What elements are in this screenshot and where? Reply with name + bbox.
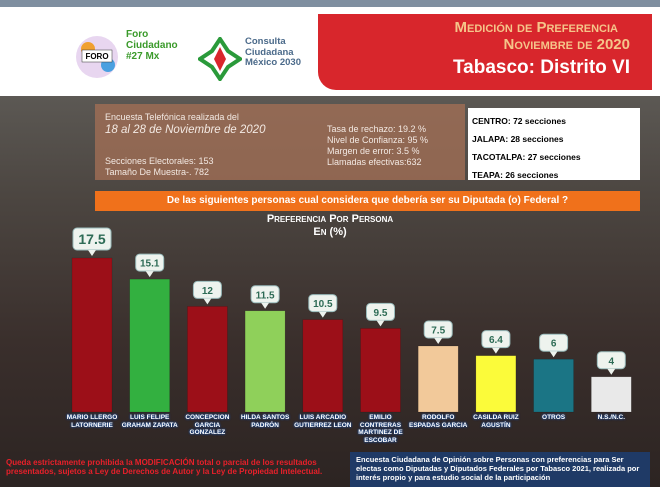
value-label: 15.1 — [140, 259, 160, 270]
logo-text: Foro Ciudadano #27 Mx — [126, 29, 178, 62]
bar — [417, 345, 459, 413]
text: Nivel de Confianza: 95 % — [327, 135, 429, 145]
text: Tamaño De Muestra-. 782 — [105, 167, 210, 177]
note: Encuesta Ciudadana de Opinión sobre Pers… — [350, 452, 650, 487]
text: TEAPA: 26 secciones — [472, 170, 559, 180]
text: Llamadas efectivas:632 — [327, 157, 422, 167]
bar — [302, 319, 344, 413]
value-bubble-tip — [318, 311, 327, 318]
bar — [244, 310, 286, 413]
logo-foro: FORO — [76, 36, 118, 78]
text: TACOTALPA: 27 secciones — [472, 152, 581, 162]
bar — [475, 355, 517, 413]
title-box: Medición de Preferencia Noviembre de 202… — [318, 14, 652, 90]
municipalities: CENTRO: 72 secciones JALAPA: 28 seccione… — [468, 108, 640, 180]
question: De las siguientes personas cual consider… — [95, 191, 640, 211]
category-label: LUIS ARCADIO GUTIERREZ LEON — [294, 414, 352, 429]
logo-mark: FORO — [85, 52, 108, 61]
value-bubble-tip — [434, 338, 443, 344]
category-label: EMILIO CONTRERAS MARTINEZ DE ESCOBAR — [358, 414, 403, 444]
bar — [591, 376, 632, 413]
survey-info: Encuesta Telefónica realizada del 18 al … — [95, 104, 465, 180]
value-bubble-tip — [203, 298, 212, 305]
value-label: 10.5 — [313, 299, 333, 310]
value-bubble-tip — [261, 302, 270, 309]
value-bubble-tip — [549, 351, 558, 358]
value-bubble-tip — [491, 347, 500, 354]
text: CENTRO: 72 secciones — [472, 116, 567, 126]
bar — [129, 278, 170, 413]
text: Tasa de rechazo: 19.2 % — [327, 124, 427, 134]
category-label: LUIS FELIPE GRAHAM ZAPATA — [121, 414, 178, 429]
logo-text: Consulta Ciudadana México 2030 — [245, 36, 301, 68]
chart-title: Preferencia Por Persona — [266, 213, 394, 225]
value-label: 4 — [609, 356, 615, 367]
bar — [187, 306, 228, 413]
value-bubble-tip — [376, 320, 385, 327]
bar — [360, 328, 401, 413]
text: 18 al 28 de Noviembre de 2020 — [105, 124, 266, 136]
title: Noviembre de 2020 — [503, 36, 631, 53]
text: JALAPA: 28 secciones — [472, 134, 564, 144]
value-bubble-tip — [88, 250, 96, 256]
category-label: MARIO LLERGO LATORNERIE — [66, 414, 118, 429]
value-bubble-tip — [607, 368, 616, 375]
category-label: N.S./N.C. — [597, 414, 626, 421]
category-label: HILDA SANTOS PADRÓN — [240, 414, 290, 429]
value-bubble-tip — [145, 271, 154, 278]
category-label: OTROS — [542, 414, 566, 421]
title: Medición de Preferencia — [454, 19, 618, 36]
value-label: 12 — [202, 286, 214, 297]
value-label: 17.5 — [78, 231, 105, 247]
text: Margen de error: 3.5 % — [327, 146, 420, 156]
value-label: 6 — [551, 339, 557, 350]
title: Tabasco: Distrito VI — [452, 57, 630, 78]
category-label: CASILDA RUIZ AGUSTÍN — [473, 414, 519, 429]
category-label: CONCEPCION GARCIA GONZALEZ — [185, 414, 230, 436]
stats: Tasa de rechazo: 19.2 % Nivel de Confian… — [327, 124, 428, 168]
chart-subtitle: En (%) — [313, 226, 347, 238]
text: Encuesta Telefónica realizada del — [105, 112, 239, 122]
value-label: 6.4 — [489, 335, 503, 346]
text: Secciones Electorales: 153 — [105, 156, 214, 166]
logo-consulta — [198, 37, 242, 81]
value-label: 7.5 — [431, 326, 445, 337]
value-label: 11.5 — [256, 290, 275, 301]
bar — [533, 358, 574, 413]
bar — [71, 257, 113, 413]
category-label: RODOLFO ESPADAS GARCIA — [408, 414, 468, 429]
warning: Queda estrictamente prohibida la MODIFIC… — [6, 458, 323, 476]
value-label: 9.5 — [374, 308, 388, 319]
